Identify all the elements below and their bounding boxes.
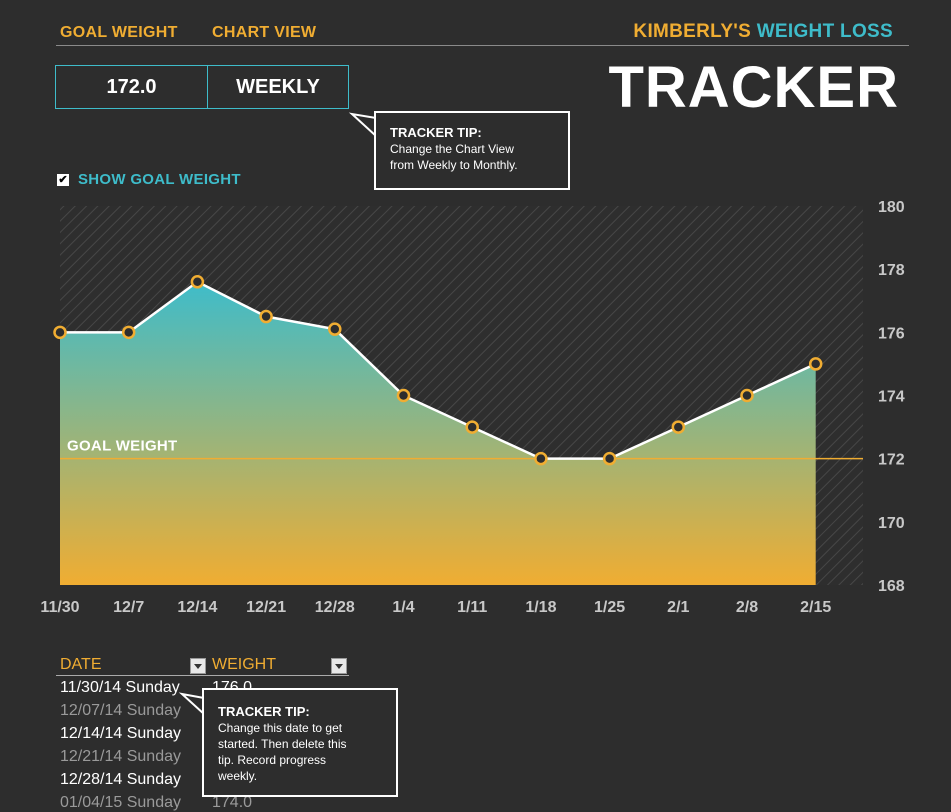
date-tip-pointer — [178, 692, 205, 718]
table-row[interactable]: 01/04/15 Sunday 174.0 — [60, 794, 252, 812]
chart-tip-pointer — [348, 112, 377, 140]
row-date[interactable]: 01/04/15 Sunday — [60, 794, 181, 811]
row-date[interactable]: 12/21/14 Sunday — [60, 748, 181, 765]
x-tick-label: 12/21 — [246, 599, 286, 616]
x-tick-label: 1/4 — [392, 599, 414, 616]
chart-view-select[interactable]: WEEKLY — [207, 65, 349, 109]
data-point — [808, 357, 823, 371]
data-point — [465, 420, 479, 434]
date-tracker-tip: TRACKER TIP: Change this date to get sta… — [202, 688, 398, 797]
x-tick-label: 11/30 — [40, 599, 79, 616]
table-row[interactable]: 12/21/14 Sunday — [60, 748, 181, 766]
y-tick-label: 180 — [878, 199, 905, 216]
data-point — [53, 325, 67, 340]
y-tick-label: 178 — [878, 262, 905, 279]
show-goal-label: SHOW GOAL WEIGHT — [78, 171, 241, 188]
date-tip-title: TRACKER TIP: — [218, 704, 310, 719]
x-tick-label: 1/11 — [457, 599, 487, 616]
y-tick-label: 168 — [878, 578, 905, 595]
row-date[interactable]: 11/30/14 Sunday — [60, 679, 180, 696]
y-tick-label: 176 — [878, 325, 905, 342]
header-divider — [56, 45, 909, 46]
table-row[interactable]: 11/30/14 Sunday176.0 — [60, 679, 252, 697]
weight-area — [60, 281, 816, 585]
x-tick-label: 12/7 — [113, 599, 144, 616]
data-point — [121, 325, 136, 340]
data-point — [602, 451, 617, 466]
x-tick-label: 2/8 — [736, 599, 758, 616]
x-tick-label: 1/18 — [525, 599, 556, 616]
data-point — [259, 309, 273, 324]
chart-tip-line-1: Change the Chart View — [390, 142, 514, 156]
row-weight[interactable]: 174.0 — [212, 794, 253, 811]
chart-tracker-tip: TRACKER TIP: Change the Chart View from … — [374, 111, 570, 190]
date-column-header: DATE — [60, 656, 102, 673]
chart-view-label: CHART VIEW — [212, 24, 317, 41]
weight-filter-button[interactable] — [331, 658, 347, 674]
x-tick-label: 12/14 — [177, 599, 217, 616]
date-tip-line-4: weekly. — [218, 769, 258, 783]
y-tick-label: 174 — [878, 389, 905, 406]
weight-chart: GOAL WEIGHT 180 178 176 174 172 170 168 11/30 1… — [40, 199, 905, 616]
chart-tip-title: TRACKER TIP: — [390, 125, 482, 140]
row-date[interactable]: 12/14/14 Sunday — [60, 725, 181, 742]
y-tick-label: 170 — [878, 515, 905, 532]
date-tip-line-1: Change this date to get — [218, 721, 343, 735]
date-filter-button[interactable] — [190, 658, 206, 674]
table-header-divider — [56, 675, 349, 676]
page-title: TRACKER — [608, 55, 899, 120]
row-date[interactable]: 12/28/14 Sunday — [60, 771, 181, 788]
date-tip-line-3: tip. Record progress — [218, 753, 327, 767]
chart-tip-line-2: from Weekly to Monthly. — [390, 158, 518, 172]
show-goal-checkbox[interactable]: ✔ — [57, 174, 69, 186]
data-point — [328, 322, 342, 336]
data-point — [396, 388, 411, 403]
goal-weight-label: GOAL WEIGHT — [60, 24, 178, 41]
table-row[interactable]: 12/07/14 Sunday — [60, 702, 181, 720]
x-tick-label: 1/25 — [594, 599, 625, 616]
x-tick-label: 2/1 — [667, 599, 689, 616]
title-rest: WEIGHT LOSS — [756, 21, 893, 42]
title-owner: KIMBERLY'S — [633, 21, 752, 42]
table-row[interactable]: 12/28/14 Sunday — [60, 771, 181, 789]
data-point — [534, 451, 548, 466]
date-tip-line-2: started. Then delete this — [218, 737, 347, 751]
data-point — [190, 275, 205, 289]
row-date[interactable]: 12/07/14 Sunday — [60, 702, 181, 719]
goal-weight-input[interactable]: 172.0 — [55, 65, 208, 109]
weight-line — [60, 280, 817, 460]
weight-column-header: WEIGHT — [212, 656, 276, 673]
tracker-subtitle: KIMBERLY'S WEIGHT LOSS — [633, 21, 893, 43]
data-point — [740, 388, 754, 403]
table-row[interactable]: 12/14/14 Sunday — [60, 725, 181, 743]
x-tick-label: 2/15 — [800, 599, 831, 616]
data-point — [671, 420, 686, 434]
goal-weight-line-label: GOAL WEIGHT — [67, 438, 178, 455]
x-tick-label: 12/28 — [315, 599, 355, 616]
y-tick-label: 172 — [878, 452, 905, 469]
